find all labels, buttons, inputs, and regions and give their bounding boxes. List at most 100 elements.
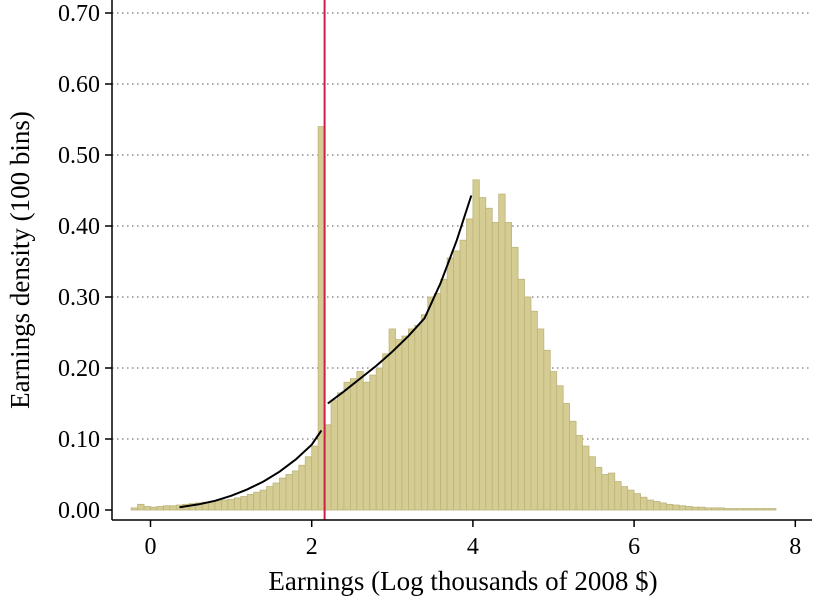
y-tick-label: 0.20	[58, 356, 100, 382]
histogram-bar	[653, 501, 661, 511]
histogram-bar	[646, 499, 654, 511]
histogram-bar	[536, 328, 545, 511]
histogram-bar	[511, 246, 519, 511]
histogram-bar	[408, 328, 416, 511]
histogram-bar	[756, 508, 764, 511]
histogram-bar	[472, 179, 480, 511]
histogram-bar	[137, 503, 145, 511]
x-axis-title: Earnings (Log thousands of 2008 $)	[268, 566, 657, 596]
y-tick-label: 0.30	[58, 285, 100, 311]
histogram-bar	[736, 508, 745, 511]
histogram-bar	[459, 239, 467, 511]
tick-labels: 0.00 0.10 0.20 0.30 0.40 0.50 0.60 0.70 0 2 4 6 8	[58, 1, 801, 560]
histogram-bar	[369, 374, 377, 511]
histogram-bar	[414, 324, 422, 511]
histogram-bar	[401, 335, 409, 511]
x-tick-label: 8	[789, 534, 801, 560]
histogram-bar	[498, 193, 506, 511]
histogram-bar	[485, 207, 493, 511]
histogram-bar	[395, 339, 403, 511]
histogram-bar	[246, 493, 255, 511]
histogram-bar	[543, 349, 551, 511]
histogram-bar	[582, 445, 590, 511]
histogram-bar	[556, 385, 564, 511]
histogram-bar	[665, 503, 674, 511]
histogram-bar	[569, 420, 577, 511]
histogram-bar	[633, 493, 641, 511]
histogram-bar	[221, 499, 229, 511]
histogram-bar	[530, 310, 538, 511]
histogram-bar	[478, 197, 487, 511]
x-tick-label: 2	[306, 534, 318, 560]
histogram-bar	[704, 507, 712, 511]
overlays	[179, 0, 473, 520]
y-tick-label: 0.60	[58, 72, 100, 98]
histogram-bar	[723, 508, 732, 511]
y-tick-label: 0.50	[58, 143, 100, 169]
histogram-bar	[150, 506, 158, 511]
histogram-bar	[762, 508, 770, 511]
x-tick-label: 0	[145, 534, 157, 560]
histogram-bar	[337, 392, 345, 511]
histogram-bars	[130, 126, 777, 511]
histogram-bar	[749, 508, 758, 511]
histogram-bar	[433, 293, 442, 511]
histogram-bar	[330, 399, 338, 511]
histogram-bar	[233, 497, 242, 511]
histogram-bar	[259, 489, 267, 511]
x-tick-label: 4	[467, 534, 479, 560]
histogram-bar	[640, 496, 648, 511]
histogram-bar	[388, 328, 396, 511]
histogram-bar	[453, 250, 461, 511]
histogram-bar	[743, 508, 751, 511]
histogram-bar	[362, 381, 371, 511]
histogram-bar	[607, 472, 616, 511]
y-tick-label: 0.40	[58, 214, 100, 240]
histogram-bar	[659, 502, 667, 511]
histogram-bar	[614, 481, 622, 511]
histogram-bar	[524, 296, 532, 511]
histogram-bar	[298, 464, 306, 511]
y-tick-label: 0.00	[58, 498, 100, 524]
histogram-bar	[356, 371, 364, 511]
histogram-bar	[343, 381, 351, 511]
histogram-bar	[266, 486, 274, 511]
y-tick-label: 0.70	[58, 1, 100, 27]
histogram-bar	[620, 486, 629, 511]
histogram-bar	[588, 456, 596, 511]
histogram-bar	[504, 222, 512, 511]
histogram-bar	[240, 496, 248, 511]
histogram-bar	[672, 504, 680, 511]
histogram-bar	[130, 507, 139, 511]
y-tick-label: 0.10	[58, 427, 100, 453]
axes	[111, 0, 812, 521]
histogram-bar	[691, 506, 699, 511]
histogram-bar	[272, 482, 280, 511]
histogram-bar	[717, 507, 725, 511]
histogram-bar	[311, 445, 319, 511]
histogram-bar	[678, 505, 687, 511]
histogram-bar	[685, 506, 693, 511]
histogram-bar	[427, 296, 435, 511]
histogram-bar	[375, 367, 384, 511]
histogram-bar	[169, 505, 177, 511]
histogram-bar	[491, 222, 500, 511]
histogram-bar	[440, 278, 448, 511]
histogram-bar	[420, 314, 429, 511]
histogram-bar	[143, 506, 151, 511]
histogram-bar	[595, 466, 603, 511]
histogram-bar	[562, 403, 571, 511]
histogram-bar	[627, 489, 635, 511]
histogram-bar	[285, 474, 293, 511]
x-tick-label: 6	[628, 534, 640, 560]
histogram-bar	[698, 506, 706, 511]
histogram-bar	[291, 470, 300, 511]
histogram-bar	[156, 506, 164, 511]
histogram-bar	[349, 378, 358, 511]
histogram-bar	[517, 278, 525, 511]
fitted-curve-left	[179, 429, 323, 509]
histogram-bar	[304, 456, 313, 511]
histogram-bar	[227, 498, 235, 511]
histogram-bar	[382, 353, 390, 511]
histogram-bar	[466, 218, 474, 511]
